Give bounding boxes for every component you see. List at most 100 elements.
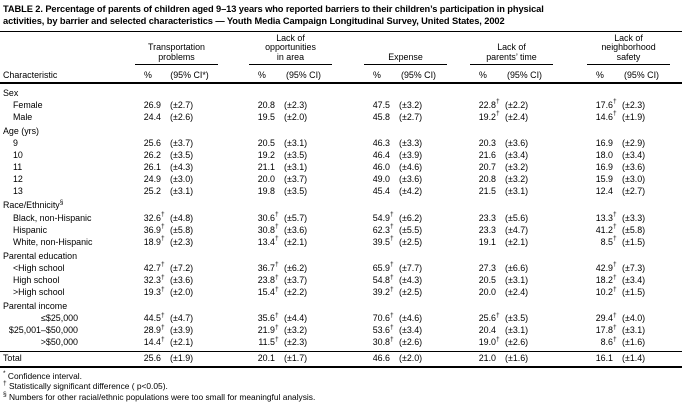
- table-cell: 14.4 † (±2.1): [135, 336, 218, 348]
- percent-value: 21.9 †: [257, 323, 279, 336]
- table-cell: 19.1 (±2.1): [470, 236, 553, 248]
- row-label: >$50,000: [40, 337, 78, 348]
- dagger-mark: †: [161, 235, 165, 243]
- dagger-mark: †: [613, 110, 617, 118]
- table-cell: 19.3 † (±2.0): [135, 286, 218, 298]
- ci-value: (±2.3): [284, 337, 308, 348]
- ci-value: (±3.9): [399, 150, 423, 161]
- table-cell: 19.2 † (±2.4): [470, 111, 553, 123]
- table-row: ≤$25,000 44.5 † (±4.7) 35.6 † (±4.4) 70.6 † (±4.6…: [0, 312, 682, 324]
- row-label: Total: [3, 352, 22, 363]
- dagger-mark: †: [390, 235, 394, 243]
- percent-value: 41.2 †: [595, 223, 617, 235]
- percent-value: 20.1: [257, 352, 275, 363]
- footnote: § Numbers for other racial/ethnic popula…: [3, 391, 316, 402]
- table-row: >$50,000 14.4 † (±2.1) 11.5 † (±2.3) 30.8 † (±2.6…: [0, 336, 682, 348]
- table-row: Race/Ethnicity§: [0, 199, 682, 211]
- footnotes: * Confidence interval. † Statistically si…: [0, 368, 682, 402]
- table-cell: 35.6 † (±4.4): [249, 312, 332, 324]
- ci-value: (±3.3): [399, 137, 423, 148]
- characteristic-header: Characteristic: [3, 69, 58, 80]
- percent-value: 46.4: [372, 150, 390, 161]
- table-cell: 30.6 † (±5.7): [249, 211, 332, 224]
- ci-value: (±3.0): [170, 174, 194, 185]
- ci-value: (±5.6): [505, 212, 529, 223]
- table-cell: 30.8 † (±3.6): [249, 224, 332, 236]
- percent-value: 26.2: [143, 150, 161, 161]
- table-cell: 19.2 (±3.5): [249, 149, 332, 161]
- table-cell: 54.9 † (±6.2): [364, 211, 447, 224]
- percent-value: 15.9: [595, 174, 613, 185]
- percent-value: 32.6 †: [143, 211, 165, 223]
- dagger-mark: †: [613, 323, 617, 331]
- table-cell: 21.5 (±3.1): [470, 185, 553, 197]
- ci-value: (±2.2): [505, 99, 529, 110]
- table-cell: 26.1 (±4.3): [135, 161, 218, 173]
- row-label: White, non-Hispanic: [13, 236, 93, 247]
- percent-value: 14.6 †: [595, 110, 617, 122]
- row-label: High school: [13, 275, 60, 285]
- dagger-mark: †: [161, 261, 165, 269]
- percent-value: 25.6 †: [478, 311, 500, 324]
- percent-header: %: [144, 69, 152, 80]
- ci-value: (±2.7): [170, 99, 194, 110]
- row-label: 11: [13, 162, 23, 173]
- percent-value: 13.4 †: [257, 235, 279, 247]
- table-cell: 32.6 † (±4.8): [135, 211, 218, 224]
- ci-value: (±2.5): [399, 236, 423, 247]
- percent-value: 24.9: [143, 174, 161, 185]
- ci-value: (±2.1): [284, 236, 308, 247]
- table-cell: 17.6 † (±2.3): [587, 99, 670, 111]
- ci-value: (±2.2): [284, 287, 308, 298]
- percent-value: 17.6 †: [595, 98, 617, 110]
- percent-value: 20.0: [478, 287, 496, 298]
- ci-value: (±1.5): [622, 287, 646, 298]
- percent-value: 18.9 †: [143, 235, 165, 247]
- percent-value: 8.5 †: [600, 235, 617, 247]
- table-cell: 24.4 (±2.6): [135, 111, 218, 123]
- percent-value: 29.4 †: [595, 311, 617, 324]
- row-label: Parental education: [3, 250, 78, 261]
- percent-value: 54.8 †: [372, 273, 394, 285]
- ci-value: (±5.8): [622, 224, 646, 235]
- ci-header: (95% CI): [285, 69, 321, 80]
- percent-value: 32.3 †: [143, 273, 165, 285]
- dagger-mark: †: [613, 273, 617, 281]
- row-label: Sex: [3, 87, 19, 98]
- table-cell: 24.9 (±3.0): [135, 173, 218, 185]
- dagger-mark: †: [390, 335, 394, 343]
- ci-value: (±3.1): [505, 275, 529, 285]
- percent-value: 46.0: [372, 162, 390, 173]
- table-cell: 17.8 † (±3.1): [587, 324, 670, 336]
- row-label: Age (yrs): [3, 125, 39, 136]
- table-cell: 20.5 (±3.1): [470, 274, 553, 286]
- ci-value: (±1.9): [170, 352, 194, 363]
- table-cell: 18.0 (±3.4): [587, 149, 670, 161]
- percent-value: 18.0: [595, 150, 613, 161]
- ci-value: (±4.6): [399, 313, 423, 324]
- ci-value: (±2.4): [505, 111, 529, 122]
- row-label: Race/Ethnicity§: [3, 199, 64, 211]
- table-cell: 21.6 (±3.4): [470, 149, 553, 161]
- ci-value: (±3.7): [284, 174, 308, 185]
- dagger-mark: †: [161, 273, 165, 281]
- ci-value: (±6.6): [505, 262, 529, 273]
- table-cell: 46.3 (±3.3): [364, 137, 447, 149]
- table-cell: 47.5 (±3.2): [364, 99, 447, 111]
- dagger-mark: †: [390, 273, 394, 281]
- percent-value: 62.3 †: [372, 223, 394, 235]
- percent-value: 10.2 †: [595, 285, 617, 298]
- ci-value: (±4.2): [399, 186, 423, 197]
- row-label: 9: [13, 137, 18, 148]
- percent-header: %: [258, 69, 266, 80]
- table-cell: 62.3 † (±5.5): [364, 224, 447, 236]
- subheader-group: % (95% CI): [249, 70, 332, 80]
- table-cell: 25.2 (±3.1): [135, 185, 218, 197]
- dagger-mark: †: [390, 261, 394, 269]
- table-row: 9 25.6 (±3.7) 20.5 (±3.1) 46.3 (±3.3) 20.3 (±3.6…: [0, 137, 682, 149]
- table-cell: 16.1 (±1.4): [587, 352, 670, 366]
- table-cell: 18.9 † (±2.3): [135, 236, 218, 248]
- ci-header: (95% CI*): [170, 69, 209, 80]
- percent-value: 26.1: [143, 162, 161, 173]
